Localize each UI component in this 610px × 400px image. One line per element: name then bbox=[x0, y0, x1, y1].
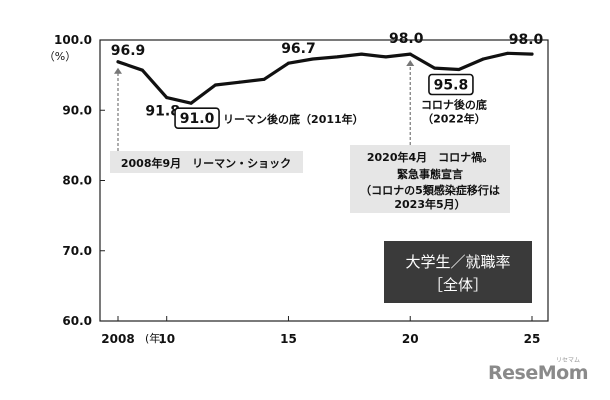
data-point bbox=[213, 83, 217, 87]
data-label: 91.8 bbox=[145, 104, 180, 120]
x-tick-label: 2008 bbox=[101, 332, 134, 346]
event-callout-text: 2020年4月 コロナ禍。 bbox=[367, 150, 493, 164]
data-point bbox=[384, 55, 388, 59]
data-point bbox=[481, 57, 485, 61]
data-label: 96.9 bbox=[111, 43, 146, 59]
data-point bbox=[116, 60, 120, 64]
legend-title: 大学生／就職率 bbox=[405, 253, 510, 271]
data-point bbox=[311, 57, 315, 61]
data-point bbox=[335, 55, 339, 59]
boxed-label-note: （2022年） bbox=[422, 112, 486, 126]
boxed-label-note: リーマン後の底（2011年） bbox=[223, 112, 364, 126]
event-callout-text: 緊急事態宣言 bbox=[397, 167, 463, 181]
data-point bbox=[238, 80, 242, 84]
data-point bbox=[189, 101, 193, 105]
data-point bbox=[140, 68, 144, 72]
y-tick-label: 90.0 bbox=[62, 103, 92, 117]
boxed-label: 91.0 bbox=[180, 111, 215, 127]
data-label: 96.7 bbox=[281, 41, 316, 57]
x-tick-label: 15 bbox=[280, 332, 297, 346]
boxed-label-frame bbox=[174, 107, 220, 130]
event-callout-text: （コロナの5類感染症移行は bbox=[360, 183, 500, 197]
x-tick-label: 10 bbox=[158, 332, 175, 346]
legend-subtitle: ［全体］ bbox=[428, 276, 488, 294]
data-point bbox=[457, 68, 461, 72]
data-point bbox=[360, 52, 364, 56]
y-axis-unit: （%） bbox=[44, 50, 76, 63]
y-tick-label: 100.0 bbox=[54, 33, 92, 47]
data-point bbox=[506, 51, 510, 55]
data-point bbox=[286, 61, 290, 65]
data-point bbox=[530, 52, 534, 56]
y-tick-label: 70.0 bbox=[62, 244, 92, 258]
data-point bbox=[408, 52, 412, 56]
event-arrow-head bbox=[406, 60, 415, 67]
event-callout-box bbox=[110, 151, 303, 173]
data-label: 98.0 bbox=[509, 32, 544, 48]
brand-logo: ReseMom bbox=[488, 362, 588, 384]
series-line bbox=[116, 51, 534, 105]
legend-box bbox=[384, 241, 532, 303]
event-arrow-head bbox=[114, 67, 122, 74]
data-point bbox=[433, 66, 437, 70]
data-point bbox=[262, 77, 266, 81]
y-tick-label: 60.0 bbox=[62, 314, 92, 328]
boxed-label: 95.8 bbox=[434, 78, 469, 94]
event-callout-box bbox=[350, 145, 510, 213]
event-callout-text: 2008年9月 リーマン・ショック bbox=[121, 156, 291, 170]
data-label: 98.0 bbox=[389, 31, 424, 47]
boxed-label-frame bbox=[428, 73, 474, 96]
y-tick-label: 80.0 bbox=[62, 174, 92, 188]
x-tick-label: 20 bbox=[402, 332, 419, 346]
x-tick-label: 25 bbox=[524, 332, 541, 346]
event-callout-text: 2023年5月） bbox=[394, 197, 465, 211]
boxed-label-note: コロナ後の底 bbox=[421, 98, 487, 112]
x-axis-unit: (年) bbox=[145, 331, 165, 345]
data-point bbox=[165, 96, 169, 100]
brand-tagline: リセマム bbox=[555, 357, 580, 364]
